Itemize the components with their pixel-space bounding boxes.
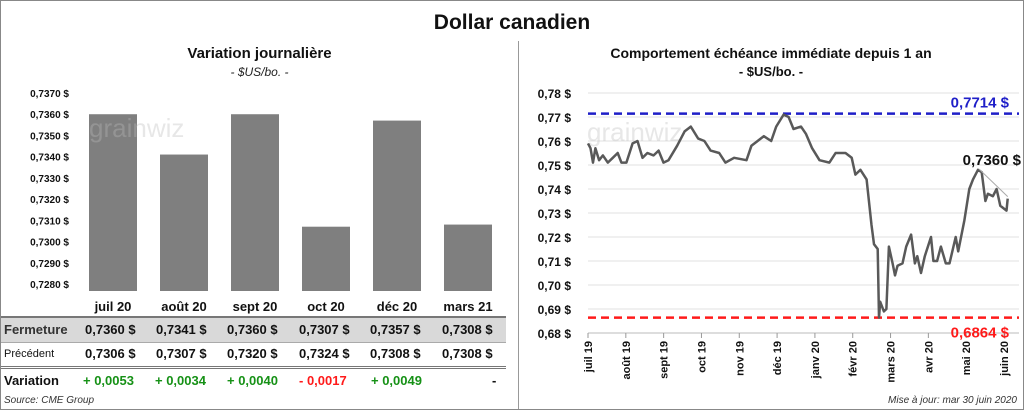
y-tick-label: 0,7300 $: [30, 238, 69, 249]
row-label: Variation: [4, 373, 59, 388]
y-tick-label: 0,7360 $: [30, 110, 69, 121]
bar-chart: 0,7280 $ 0,7290 $ 0,7300 $ 0,7310 $ 0,7320 $…: [30, 89, 492, 291]
bar: [160, 154, 208, 291]
y-tick-label: 0,74 $: [538, 183, 572, 197]
y-tick-label: 0,7340 $: [30, 153, 69, 164]
month-header: déc 20: [376, 299, 418, 314]
bar: [231, 114, 279, 291]
y-tick-label: 0,69 $: [538, 303, 572, 317]
month-header: juil 20: [94, 299, 132, 314]
last-value-leader: [978, 168, 1009, 197]
month-header: mars 21: [443, 299, 493, 314]
price-line: [586, 113, 1009, 319]
y-tick-label: 0,73 $: [538, 207, 572, 221]
x-tick-label: nov 19: [734, 341, 746, 376]
x-tick-label: juil 19: [583, 341, 595, 373]
x-tick-label: mai 20: [961, 341, 973, 375]
y-tick-label: 0,7350 $: [30, 131, 69, 142]
y-tick-label: 0,75 $: [538, 159, 572, 173]
cell-value: 0,7320 $: [227, 346, 278, 361]
variation-value: + 0,0040: [227, 373, 278, 388]
table-header-row: juil 20 août 20 sept 20 oct 20 déc 20 ma…: [1, 295, 518, 319]
y-tick-label: 0,7290 $: [30, 259, 69, 270]
cell-value: 0,7341 $: [156, 322, 207, 337]
right-chart-title: Comportement échéance immédiate depuis 1…: [610, 45, 932, 61]
x-tick-label: janv 20: [810, 341, 822, 379]
cell-value: 0,7308 $: [442, 346, 493, 361]
y-tick-label: 0,7370 $: [30, 89, 69, 100]
y-tick-label: 0,7320 $: [30, 195, 69, 206]
bar: [373, 120, 421, 291]
y-tick-label: 0,77 $: [538, 111, 572, 125]
cell-value: 0,7307 $: [156, 346, 207, 361]
month-header: oct 20: [307, 299, 345, 314]
x-tick-label: févr 20: [848, 341, 860, 376]
y-tick-label: 0,72 $: [538, 231, 572, 245]
bar: [444, 224, 492, 291]
watermark: grainwiz: [89, 113, 184, 143]
variation-row: Variation + 0,0053 + 0,0034 + 0,0040 - 0…: [1, 369, 506, 393]
x-tick-label: mars 20: [886, 341, 898, 383]
y-tick-label: 0,76 $: [538, 135, 572, 149]
y-tick-label: 0,68 $: [538, 327, 572, 341]
y-tick-label: 0,7310 $: [30, 216, 69, 227]
cell-value: 0,7308 $: [442, 322, 493, 337]
x-tick-label: avr 20: [923, 341, 935, 373]
low-label: 0,6864 $: [951, 325, 1010, 342]
cell-value: 0,7307 $: [299, 322, 350, 337]
x-tick-label: oct 19: [696, 341, 708, 373]
cell-value: 0,7324 $: [299, 346, 350, 361]
cell-value: 0,7360 $: [227, 322, 278, 337]
x-tick-label: sept 19: [659, 341, 671, 379]
bar: [89, 114, 137, 291]
left-chart-title: Variation journalière: [187, 45, 332, 62]
left-chart-unit: - $US/bo. -: [230, 65, 289, 79]
x-tick-label: août 19: [621, 341, 633, 380]
right-chart-unit: - $US/bo. -: [738, 64, 804, 79]
update-note: Mise à jour: mar 30 juin 2020: [888, 395, 1017, 406]
cell-value: 0,7360 $: [85, 322, 136, 337]
cell-value: 0,7308 $: [370, 346, 421, 361]
panel-divider: [518, 41, 519, 409]
source-note: Source: CME Group: [4, 395, 95, 406]
bar: [302, 226, 350, 291]
watermark-text: grainwiz: [89, 113, 184, 143]
y-tick-label: 0,7330 $: [30, 174, 69, 185]
y-tick-label: 0,78 $: [538, 87, 572, 101]
x-tick-label: juin 20: [999, 341, 1011, 377]
cell-value: 0,7306 $: [85, 346, 136, 361]
month-header: sept 20: [232, 299, 278, 314]
y-tick-label: 0,70 $: [538, 279, 572, 293]
variation-value: + 0,0053: [83, 373, 134, 388]
precedent-row: Précédent 0,7306 $ 0,7307 $ 0,7320 $ 0,7…: [1, 342, 506, 369]
high-label: 0,7714 $: [951, 95, 1010, 112]
line-chart: 0,68 $ 0,69 $ 0,70 $ 0,71 $ 0,72 $ 0,73 $ 0,74…: [538, 87, 1022, 383]
variation-value: - 0,0017: [299, 373, 347, 388]
variation-value: + 0,0034: [155, 373, 206, 388]
row-label: Précédent: [4, 348, 55, 360]
variation-value: -: [492, 373, 497, 388]
y-tick-label: 0,71 $: [538, 255, 572, 269]
y-tick-label: 0,7280 $: [30, 280, 69, 291]
x-tick-label: déc 19: [772, 341, 784, 375]
month-header: août 20: [161, 299, 207, 314]
variation-value: + 0,0049: [371, 373, 422, 388]
cell-value: 0,7357 $: [370, 322, 421, 337]
row-label: Fermeture: [4, 322, 68, 337]
fermeture-row: Fermeture 0,7360 $ 0,7341 $ 0,7360 $ 0,7…: [1, 316, 506, 343]
page-title: Dollar canadien: [433, 11, 591, 34]
last-value-label: 0,7360 $: [963, 152, 1022, 169]
